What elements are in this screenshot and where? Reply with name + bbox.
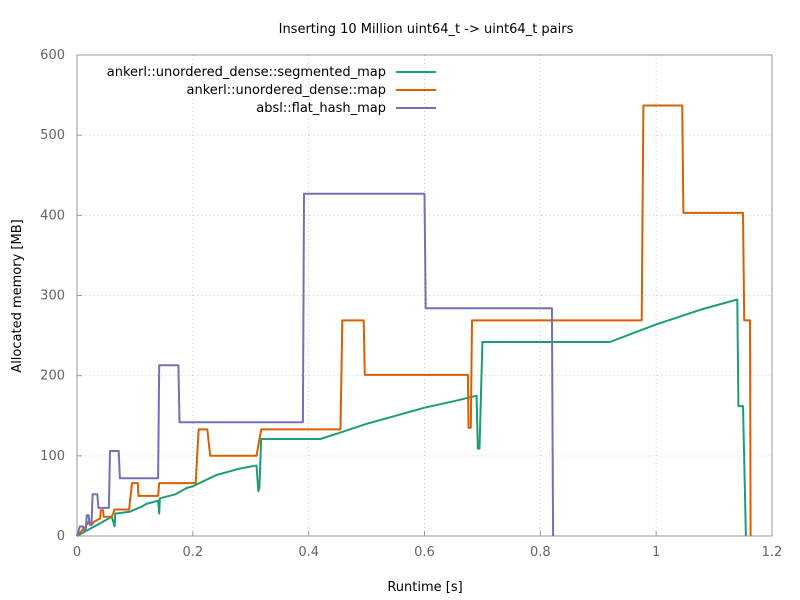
x-tick-label: 0.2: [182, 545, 203, 560]
x-tick-label: 0: [73, 545, 81, 560]
series-line-3: [76, 192, 555, 537]
y-tick-label: 0: [57, 529, 65, 544]
x-tick-label: 0.6: [414, 545, 435, 560]
y-tick-label: 300: [40, 289, 65, 304]
series-line-2: [76, 104, 752, 537]
y-tick-label: 500: [40, 128, 65, 143]
x-axis-label: Runtime [s]: [387, 580, 462, 595]
y-tick-label: 600: [40, 48, 65, 63]
legend-label-1: ankerl::unordered_dense::segmented_map: [107, 65, 386, 80]
series-lines: [76, 104, 752, 537]
legend-label-2: ankerl::unordered_dense::map: [187, 83, 387, 98]
series-line-1: [76, 298, 747, 537]
grid-lines: [77, 55, 772, 536]
x-axis-ticks: 0 0.2 0.4 0.6 0.8 1 1.2: [73, 531, 782, 560]
legend: ankerl::unordered_dense::segmented_mapan…: [107, 65, 436, 116]
x-tick-label: 0.8: [530, 545, 551, 560]
y-axis-label: Allocated memory [MB]: [10, 219, 25, 372]
chart-title: Inserting 10 Million uint64_t -> uint64_…: [279, 22, 574, 37]
x-tick-label: 0.4: [298, 545, 319, 560]
x-tick-label: 1: [652, 545, 660, 560]
y-axis-ticks: 0 100 200 300 400 500 600: [40, 48, 82, 544]
legend-label-3: absl::flat_hash_map: [256, 101, 386, 116]
y-tick-label: 100: [40, 449, 65, 464]
y-tick-label: 200: [40, 369, 65, 384]
y-tick-label: 400: [40, 208, 65, 223]
x-tick-label: 1.2: [762, 545, 783, 560]
